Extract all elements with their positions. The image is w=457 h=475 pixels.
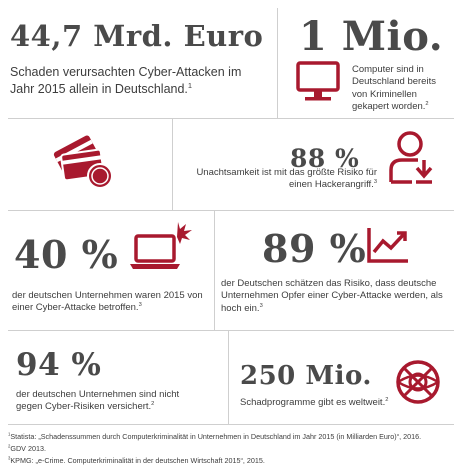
risk-text: der Deutschen schätzen das Risiko, dass … <box>221 278 451 315</box>
malware-value: 250 Mio. <box>240 361 372 391</box>
divider-v-2 <box>172 118 173 210</box>
attacked-value: 40 % <box>14 232 119 277</box>
malware-text-body: Schadprogramme gibt es weltweit. <box>240 397 386 408</box>
footnote-1-num: 1 <box>8 431 11 437</box>
hijacked-value: 1 Mio. <box>299 13 444 60</box>
carelessness-text: Unachtsamkeit ist mit das größte Risiko … <box>182 167 377 192</box>
attacked-ref: 3 <box>138 302 142 309</box>
footnote-2: 2GDV 2013. <box>8 444 453 453</box>
footnote-2-num: 2 <box>8 443 11 449</box>
footnote-1: 1Statista: „Schadenssummen durch Compute… <box>8 432 453 441</box>
uninsured-text-body: der deutschen Unternehmen sind nicht geg… <box>16 389 180 413</box>
malware-text: Schadprogramme gibt es weltweit.2 <box>240 397 410 409</box>
monitor-icon <box>296 61 340 101</box>
footnote-1-text: Statista: „Schadenssummen durch Computer… <box>10 432 422 441</box>
uninsured-value: 94 % <box>16 347 102 383</box>
damage-text-body: Schaden verursachten Cyber-Attacken im J… <box>10 65 242 96</box>
user-download-icon <box>389 131 433 184</box>
malware-ref: 2 <box>385 396 389 403</box>
carelessness-ref: 3 <box>373 179 377 186</box>
hijacked-text-body: Computer sind in Deutschland bereits von… <box>352 64 436 113</box>
divider-v-4 <box>228 330 229 424</box>
footnote-3-num: 3 <box>8 455 11 461</box>
laptop-alert-icon <box>130 222 192 269</box>
divider-v-3 <box>214 210 215 330</box>
hijacked-ref: 2 <box>425 100 429 107</box>
risk-ref: 3 <box>259 302 263 309</box>
divider-v-1 <box>277 8 278 118</box>
trend-chart-icon <box>367 228 408 263</box>
divider-h-2 <box>8 210 454 211</box>
damage-text: Schaden verursachten Cyber-Attacken im J… <box>10 64 268 98</box>
credit-cards-icon <box>53 135 113 189</box>
divider-h-3 <box>8 330 454 331</box>
carelessness-value: 88 % <box>290 144 360 173</box>
footnote-3-text: KPMG: „e-Crime. Computerkriminalität in … <box>10 456 265 465</box>
risk-text-body: der Deutschen schätzen das Risiko, dass … <box>221 278 443 314</box>
risk-value: 89 % <box>262 226 367 271</box>
footnote-3: 3KPMG: „e-Crime. Computerkriminalität in… <box>8 456 453 465</box>
uninsured-ref: 2 <box>151 401 155 408</box>
uninsured-text: der deutschen Unternehmen sind nicht geg… <box>16 389 196 414</box>
footnote-2-text: GDV 2013. <box>10 444 46 453</box>
hijacked-text: Computer sind in Deutschland bereits von… <box>352 64 452 113</box>
attacked-text-body: der deutschen Unternehmen waren 2015 von… <box>12 290 203 314</box>
damage-value: 44,7 Mrd. Euro <box>10 19 264 53</box>
damage-ref: 1 <box>187 80 193 90</box>
divider-h-1 <box>8 118 454 119</box>
virus-icon <box>396 360 440 404</box>
divider-h-4 <box>8 424 454 425</box>
attacked-text: der deutschen Unternehmen waren 2015 von… <box>12 290 212 315</box>
carelessness-text-body: Unachtsamkeit ist mit das größte Risiko … <box>196 167 377 191</box>
